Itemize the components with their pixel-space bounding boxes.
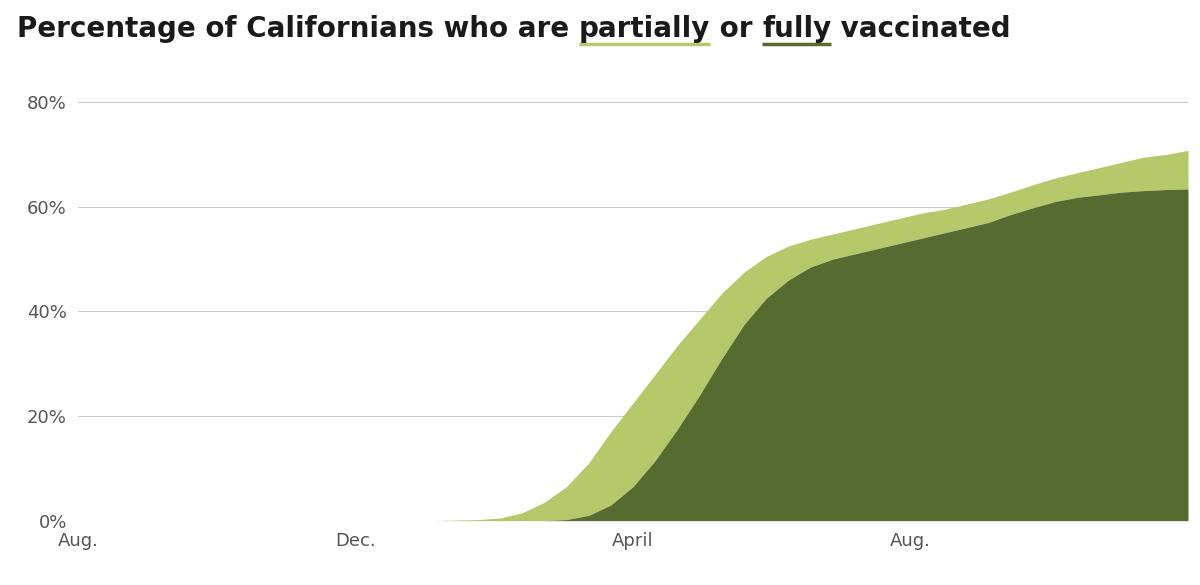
Text: or: or	[710, 15, 762, 43]
Text: partially: partially	[578, 15, 710, 43]
Text: vaccinated: vaccinated	[832, 15, 1010, 43]
Text: Percentage of Californians who are: Percentage of Californians who are	[17, 15, 578, 43]
Text: fully: fully	[762, 15, 832, 43]
